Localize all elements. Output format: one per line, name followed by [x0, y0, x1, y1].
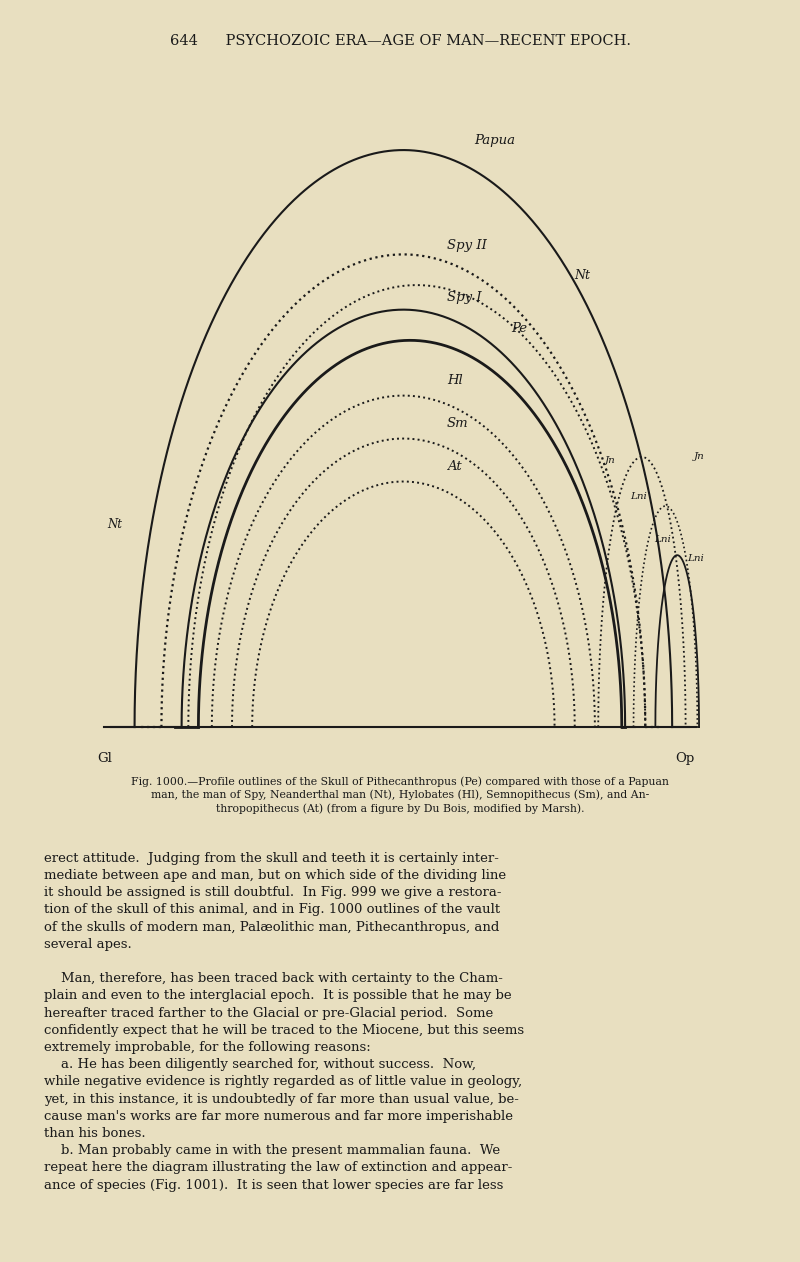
Text: Gl: Gl — [98, 752, 113, 766]
Text: Sm: Sm — [447, 416, 469, 429]
Text: Nt: Nt — [108, 517, 122, 531]
Text: At: At — [447, 459, 462, 473]
Text: Lni: Lni — [630, 492, 647, 501]
Text: Fig. 1000.—Profile outlines of the Skull of Pithecanthropus (Pe) compared with t: Fig. 1000.—Profile outlines of the Skull… — [131, 776, 669, 814]
Text: Lni: Lni — [687, 554, 704, 563]
Text: Nt: Nt — [574, 269, 590, 283]
Text: Pe: Pe — [511, 322, 527, 334]
Text: Jn: Jn — [694, 453, 705, 462]
Text: Spy I: Spy I — [447, 290, 482, 304]
Text: Op: Op — [675, 752, 694, 766]
Text: Papua: Papua — [474, 134, 515, 148]
Text: Spy II: Spy II — [447, 239, 487, 251]
Text: Lni: Lni — [654, 535, 670, 544]
Text: Jn: Jn — [605, 456, 616, 464]
Text: 644      PSYCHOZOIC ERA—AGE OF MAN—RECENT EPOCH.: 644 PSYCHOZOIC ERA—AGE OF MAN—RECENT EPO… — [170, 34, 630, 48]
Text: Hl: Hl — [447, 374, 462, 386]
Text: erect attitude.  Judging from the skull and teeth it is certainly inter-
mediate: erect attitude. Judging from the skull a… — [44, 852, 524, 1191]
